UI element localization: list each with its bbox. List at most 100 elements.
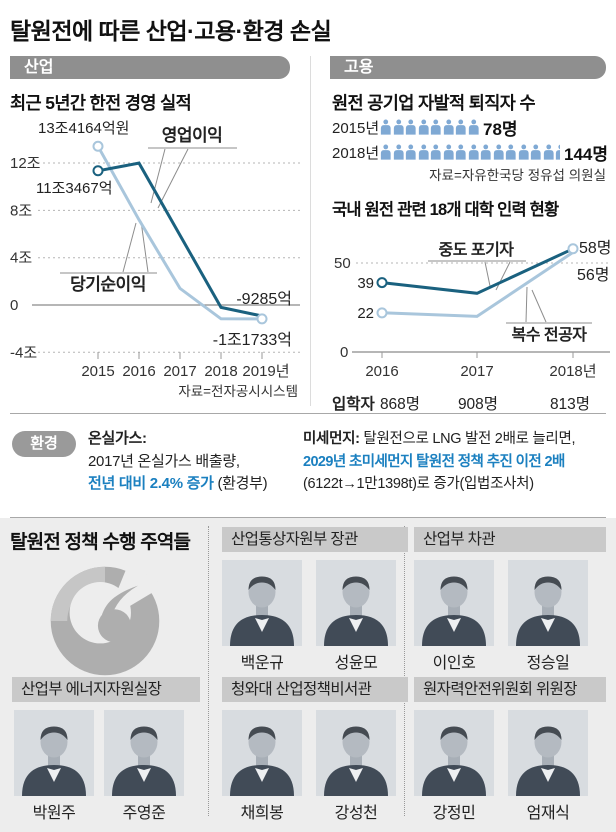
person-icon [518, 144, 530, 160]
svg-text:2016: 2016 [365, 363, 398, 380]
role-band-energy-director: 산업부 에너지자원실장 [12, 677, 200, 702]
person-card: 성윤모 [316, 560, 396, 673]
person-photo [414, 560, 494, 646]
x-ticks [97, 352, 263, 359]
svg-text:8조: 8조 [10, 202, 32, 219]
kepco-chart-source: 자료=전자공시시스템 [178, 384, 298, 399]
svg-text:58명: 58명 [579, 239, 612, 257]
svg-text:2018년: 2018년 [549, 363, 596, 380]
person-name: 채희봉 [240, 805, 284, 822]
retirees-year-label: 2015년 [332, 119, 380, 137]
fine-dust-line3: (6122t→1만1398t)로 증가(입법조사처) [303, 476, 534, 492]
enrollees-2018: 813명 [549, 396, 591, 413]
person-icon-half [555, 144, 560, 160]
dotted-divider [404, 526, 405, 816]
svg-text:11조3467억: 11조3467억 [36, 180, 113, 197]
person-icon [430, 144, 442, 160]
retirees-row-2018: 2018년 144명 [332, 141, 608, 164]
person-photo [222, 560, 302, 646]
role-band-minister: 산업통상자원부 장관 [222, 527, 408, 552]
portrait-avatar-icon [414, 710, 494, 796]
person-icon [530, 144, 542, 160]
role-band-blue-house-secretary: 청와대 산업정책비서관 [222, 677, 408, 702]
person-name: 이인호 [432, 655, 476, 672]
person-icon-strip [380, 119, 479, 135]
person-icon [430, 119, 442, 135]
person-icon [480, 144, 492, 160]
person-icon [393, 119, 405, 135]
person-name: 백운규 [240, 655, 284, 672]
person-icon [493, 144, 505, 160]
industry-section-header: 산업 [10, 56, 290, 79]
svg-text:-9285억: -9285억 [236, 290, 292, 308]
person-photo [508, 560, 588, 646]
person-card: 엄재식 [508, 710, 588, 823]
person-icon [505, 144, 517, 160]
greenhouse-line2: 전년 대비 2.4% 증가 (환경부) [88, 473, 300, 496]
series-callouts [60, 147, 237, 274]
university-chart-title: 국내 원전 관련 18개 대학 인력 현황 [332, 201, 559, 219]
svg-text:당기순이익: 당기순이익 [70, 275, 146, 294]
svg-text:22: 22 [357, 305, 374, 322]
svg-text:2017: 2017 [163, 363, 196, 380]
portrait-avatar-icon [222, 560, 302, 646]
role-band-vice-minister: 산업부 차관 [414, 527, 606, 552]
people-group-vice-minister: 이인호 정승일 [414, 560, 588, 673]
person-photo [414, 710, 494, 796]
column-divider [310, 56, 311, 406]
person-name: 성윤모 [334, 655, 378, 672]
person-icon [468, 144, 480, 160]
person-name: 강성천 [334, 805, 378, 822]
gridlines [38, 162, 300, 353]
greenhouse-line1: 2017년 온실가스 배출량, [88, 452, 240, 470]
portrait-avatar-icon [316, 710, 396, 796]
person-name: 강정민 [432, 805, 476, 822]
portrait-avatar-icon [508, 560, 588, 646]
person-icon [405, 144, 417, 160]
svg-text:13조4164억원: 13조4164억원 [38, 120, 129, 137]
svg-text:2015: 2015 [81, 363, 114, 380]
kepco-chart-title: 최근 5년간 한전 경영 실적 [10, 93, 192, 113]
enrollees-2016: 868명 [379, 396, 421, 413]
retirees-title: 원전 공기업 자발적 퇴직자 수 [332, 93, 536, 113]
person-card: 채희봉 [222, 710, 302, 823]
portrait-avatar-icon [222, 710, 302, 796]
portrait-avatar-icon [14, 710, 94, 796]
people-section-title: 탈원전 정책 수행 주역들 [10, 532, 191, 553]
person-card: 강정민 [414, 710, 494, 823]
fine-dust-text: 미세먼지: 탈원전으로 LNG 발전 2배로 늘리면, 2029년 초미세먼지 … [303, 428, 613, 496]
people-group-blue-house-secretary: 채희봉 강성천 [222, 710, 396, 823]
x-ticks [381, 352, 574, 358]
person-card: 주영준 [104, 710, 184, 823]
person-icon [455, 119, 467, 135]
person-icon [405, 119, 417, 135]
person-icon [380, 119, 392, 135]
employment-section-header: 고용 [330, 56, 606, 79]
svg-text:영업이익: 영업이익 [162, 126, 223, 145]
retirees-year-label: 2018년 [332, 144, 380, 162]
svg-text:2016: 2016 [122, 363, 155, 380]
person-card: 백운규 [222, 560, 302, 673]
person-icon [443, 119, 455, 135]
person-photo [104, 710, 184, 796]
people-group-minister: 백운규 성윤모 [222, 560, 396, 673]
person-photo [316, 710, 396, 796]
person-icon [393, 144, 405, 160]
fine-dust-heading: 미세먼지: [303, 431, 360, 447]
environment-section-badge: 환경 [12, 431, 76, 457]
person-name: 엄재식 [526, 805, 570, 822]
person-card: 박원주 [14, 710, 94, 823]
person-icon [380, 144, 392, 160]
person-card: 이인호 [414, 560, 494, 673]
portrait-avatar-icon [316, 560, 396, 646]
svg-text:2018: 2018 [204, 363, 237, 380]
svg-text:복수 전공자: 복수 전공자 [511, 326, 587, 344]
svg-text:2019년: 2019년 [242, 363, 289, 380]
person-photo [316, 560, 396, 646]
retirees-source: 자료=자유한국당 정유섭 의원실 [429, 168, 606, 183]
person-icon [468, 119, 480, 135]
greenhouse-suffix: (환경부) [213, 475, 268, 492]
greenhouse-highlight: 전년 대비 2.4% 증가 [88, 475, 214, 492]
svg-text:50: 50 [334, 255, 351, 272]
svg-text:중도 포기자: 중도 포기자 [438, 241, 514, 259]
